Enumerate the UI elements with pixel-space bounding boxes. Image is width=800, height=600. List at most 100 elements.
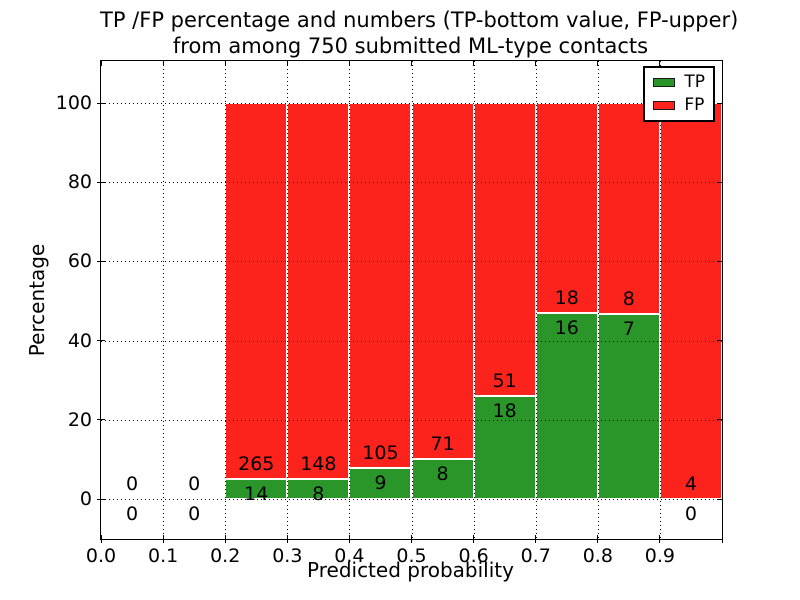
y-tick-label: 0 [79,488,92,510]
gridline-vertical [225,61,227,539]
y-tick-mark [97,102,105,104]
x-tick-mark [597,535,599,543]
x-tick-label: 0.9 [644,545,675,567]
tp-count-label: 8 [312,482,325,505]
y-tick-mark [97,340,105,342]
x-tick-label: 0.5 [396,545,427,567]
legend-swatch-tp [653,78,676,87]
y-tick-mark [97,498,105,500]
bar-fp-segment [225,103,288,480]
x-tick-label: 0.7 [520,545,551,567]
bar-fp-segment [287,103,350,479]
bar-tp-segment [411,458,474,499]
fp-count-label: 0 [188,473,201,495]
fp-count-label: 71 [430,432,455,455]
gridline-horizontal [101,340,722,342]
fp-count-label: 148 [300,452,337,475]
y-tick-mark-right [717,498,722,500]
fp-count-label: 4 [684,473,697,495]
gridline-horizontal [101,499,722,500]
tp-count-label: 0 [684,503,697,525]
x-tick-mark-top [597,61,599,66]
fp-count-label: 8 [622,288,635,311]
bar-fp-segment [535,103,598,313]
gridline-horizontal [101,182,722,184]
x-tick-mark [348,535,350,543]
x-tick-label: 0.1 [147,545,179,567]
x-tick-mark-top [100,61,102,66]
y-tick-mark-right [717,102,722,104]
x-tick-mark [162,535,164,543]
x-tick-mark [286,535,288,543]
bar-fp-segment [473,103,536,396]
bar-fp-segment [411,103,474,459]
tp-count-label: 0 [188,503,201,525]
gridline-vertical [411,61,413,539]
y-tick-mark-right [717,181,722,183]
bar-fp-segment [349,103,412,468]
x-tick-label: 0.6 [458,545,489,567]
tp-count-label: 0 [126,503,139,525]
legend-item-fp: FP [653,96,705,115]
y-tick-mark [97,260,105,262]
x-tick-label: 0.8 [582,545,613,567]
gridline-horizontal [101,261,722,263]
y-axis-label: Percentage [25,243,49,357]
bar-tp-segment [473,395,536,499]
x-tick-mark [100,535,102,543]
x-tick-mark [659,535,661,543]
y-tick-label: 100 [55,92,92,114]
x-tick-mark-top [224,61,226,66]
chart-title: TP /FP percentage and numbers (TP-bottom… [100,7,739,59]
bar-tp-segment [597,314,660,499]
x-tick-mark-top [473,61,475,66]
gridline-horizontal [101,103,722,104]
x-tick-label: 0.4 [334,545,365,567]
y-tick-mark-right [717,260,722,262]
fp-count-label: 18 [554,286,579,309]
x-tick-mark [411,535,412,543]
x-tick-mark [721,535,723,543]
gridline-horizontal [101,419,722,421]
tp-count-label: 9 [374,471,387,494]
x-tick-label: 0.2 [210,545,241,567]
x-tick-mark-top [721,61,723,66]
y-tick-mark [97,419,105,421]
x-tick-mark-top [535,61,537,66]
chart-title-line-1: TP /FP percentage and numbers (TP-bottom… [100,8,739,32]
x-tick-mark-top [659,61,661,66]
tp-count-label: 7 [622,318,635,341]
legend-label-fp: FP [684,95,705,115]
x-tick-mark-top [286,61,288,66]
x-tick-mark [224,535,226,543]
tp-count-label: 18 [492,399,517,422]
x-axis-label: Predicted probability [307,558,514,582]
x-tick-label: 0.0 [85,545,117,567]
tp-count-label: 16 [554,316,579,339]
gridline-vertical [659,61,661,539]
y-tick-mark [97,181,105,183]
fp-count-label: 105 [362,441,399,464]
tp-count-label: 14 [244,483,269,506]
fp-count-label: 0 [126,473,139,495]
x-tick-label: 0.3 [272,545,303,567]
gridline-vertical [349,61,351,539]
y-tick-mark-right [717,340,722,342]
fp-count-label: 51 [492,369,517,392]
y-tick-label: 60 [67,250,92,273]
x-tick-mark-top [162,61,164,66]
gridline-vertical [535,61,537,539]
y-tick-label: 40 [67,329,92,352]
fp-count-label: 265 [238,453,275,476]
legend: TP FP [643,66,715,122]
gridline-vertical [473,61,475,539]
tp-count-label: 8 [436,462,449,485]
gridline-vertical [287,61,289,539]
bar-fp-segment [659,103,722,499]
legend-label-tp: TP [684,72,705,92]
y-tick-mark-right [717,419,722,421]
legend-swatch-fp [653,101,676,110]
gridline-vertical [163,61,165,539]
plot-area: 0.0 0.1 0.2 0.3 0.4 0.5 0.6 0.7 0.8 0.9 0 20 40 60 80 1… [56,60,723,567]
